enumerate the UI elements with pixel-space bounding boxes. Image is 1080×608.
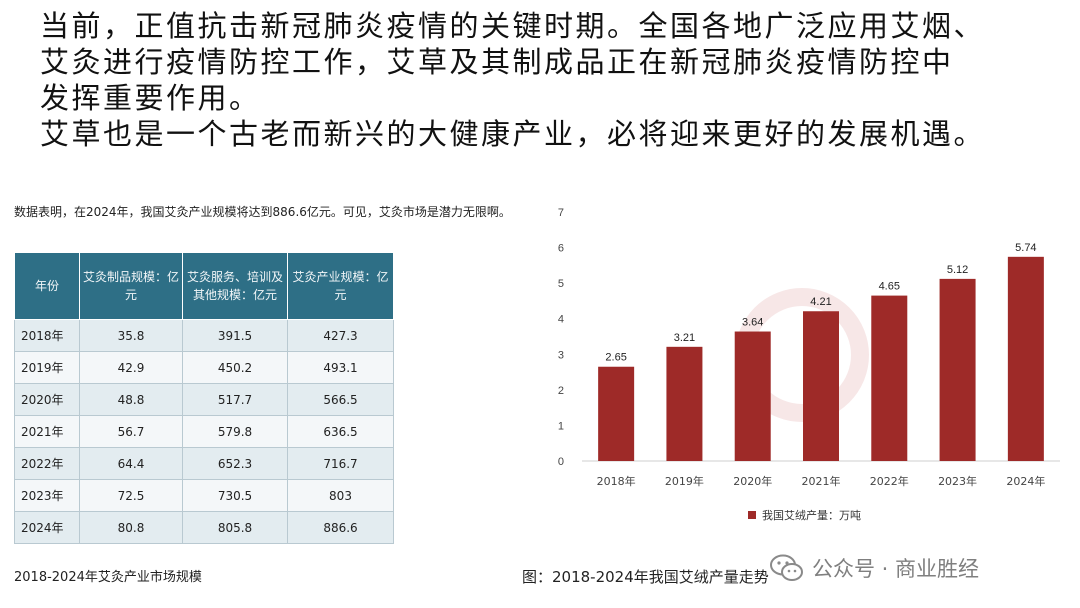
table-cell: 566.5 xyxy=(287,383,394,416)
x-tick-label: 2022年 xyxy=(870,474,909,488)
market-size-table-container: 年份 艾灸制品规模：亿元 艾灸服务、培训及其他规模：亿元 艾灸产业规模：亿元 2… xyxy=(14,252,394,544)
intro-line: 发挥重要作用。 xyxy=(40,81,261,115)
table-cell: 48.8 xyxy=(79,383,183,416)
market-size-table: 年份 艾灸制品规模：亿元 艾灸服务、培训及其他规模：亿元 艾灸产业规模：亿元 2… xyxy=(14,252,394,544)
table-cell: 80.8 xyxy=(79,511,183,544)
table-row: 2020年 48.8 517.7 566.5 xyxy=(14,383,394,416)
table-cell: 2023年 xyxy=(14,479,80,512)
table-cell: 391.5 xyxy=(182,319,288,352)
y-tick-label: 2 xyxy=(558,385,564,397)
table-header-row: 年份 艾灸制品规模：亿元 艾灸服务、培训及其他规模：亿元 艾灸产业规模：亿元 xyxy=(14,252,394,320)
table-cell: 35.8 xyxy=(79,319,183,352)
bar xyxy=(939,278,976,461)
y-tick-label: 5 xyxy=(558,278,564,290)
header-products: 艾灸制品规模：亿元 xyxy=(79,252,183,320)
bar-value-label: 3.64 xyxy=(742,317,763,329)
bar-value-label: 3.21 xyxy=(674,332,695,344)
y-tick-label: 0 xyxy=(558,456,564,468)
table-cell: 517.7 xyxy=(182,383,288,416)
bar xyxy=(734,331,771,461)
table-cell: 493.1 xyxy=(287,351,394,384)
table-row: 2022年 64.4 652.3 716.7 xyxy=(14,447,394,480)
intro-text: 当前，正值抗击新冠肺炎疫情的关键时期。全国各地广泛应用艾烟、 艾灸进行疫情防控工… xyxy=(40,8,1070,152)
data-note: 数据表明，在2024年，我国艾灸产业规模将达到886.6亿元。可见，艾灸市场是潜… xyxy=(14,205,511,219)
table-cell: 450.2 xyxy=(182,351,288,384)
bar-value-label: 4.65 xyxy=(879,281,900,293)
table-cell: 2024年 xyxy=(14,511,80,544)
x-tick-label: 2023年 xyxy=(938,474,977,488)
y-tick-label: 3 xyxy=(558,349,564,361)
bar xyxy=(666,346,703,461)
table-cell: 64.4 xyxy=(79,447,183,480)
intro-line: 艾草也是一个古老而新兴的大健康产业，必将迎来更好的发展机遇。 xyxy=(40,117,986,151)
intro-line: 当前，正值抗击新冠肺炎疫情的关键时期。全国各地广泛应用艾烟、 xyxy=(40,9,986,43)
table-cell: 72.5 xyxy=(79,479,183,512)
table-cell: 716.7 xyxy=(287,447,394,480)
bar-value-label: 4.21 xyxy=(810,296,831,308)
x-tick-label: 2019年 xyxy=(665,474,704,488)
table-cell: 2022年 xyxy=(14,447,80,480)
bar xyxy=(1007,256,1044,461)
intro-line: 艾灸进行疫情防控工作，艾草及其制成品正在新冠肺炎疫情防控中 xyxy=(40,45,954,79)
table-row: 2018年 35.8 391.5 427.3 xyxy=(14,319,394,352)
table-cell: 730.5 xyxy=(182,479,288,512)
y-tick-label: 6 xyxy=(558,243,564,255)
production-bar-chart: 0 1 2 3 4 5 6 7 2.65 2018年 3.21 2019年 3.64 2020年 4.21 2… xyxy=(558,207,1060,488)
table-row: 2023年 72.5 730.5 803 xyxy=(14,479,394,512)
x-tick-label: 2024年 xyxy=(1006,474,1045,488)
watermark: 公众号 · 商业胜经 xyxy=(770,553,979,583)
y-tick-label: 1 xyxy=(558,420,564,432)
table-row: 2021年 56.7 579.8 636.5 xyxy=(14,415,394,448)
table-cell: 636.5 xyxy=(287,415,394,448)
wechat-icon xyxy=(770,554,803,581)
table-cell: 2019年 xyxy=(14,351,80,384)
legend-swatch xyxy=(748,511,756,519)
table-cell: 652.3 xyxy=(182,447,288,480)
x-tick-label: 2018年 xyxy=(597,474,636,488)
table-cell: 803 xyxy=(287,479,394,512)
legend-label: 我国艾绒产量：万吨 xyxy=(762,509,861,522)
table-cell: 2021年 xyxy=(14,415,80,448)
y-tick-label: 4 xyxy=(558,314,564,326)
bar-value-label: 5.74 xyxy=(1015,242,1036,254)
table-row: 2019年 42.9 450.2 493.1 xyxy=(14,351,394,384)
table-cell: 805.8 xyxy=(182,511,288,544)
table-cell: 886.6 xyxy=(287,511,394,544)
y-tick-label: 7 xyxy=(558,207,564,219)
x-tick-label: 2021年 xyxy=(802,474,841,488)
bar xyxy=(871,295,908,461)
bar-value-label: 5.12 xyxy=(947,264,968,276)
bar-value-label: 2.65 xyxy=(605,352,626,364)
table-cell: 427.3 xyxy=(287,319,394,352)
x-tick-label: 2020年 xyxy=(733,474,772,488)
header-year: 年份 xyxy=(14,252,80,320)
bar xyxy=(598,366,635,461)
table-row: 2024年 80.8 805.8 886.6 xyxy=(14,511,394,544)
chart-caption: 图：2018-2024年我国艾绒产量走势 xyxy=(522,568,769,586)
chart-legend: 我国艾绒产量：万吨 xyxy=(748,507,861,523)
table-cell: 2020年 xyxy=(14,383,80,416)
table-cell: 579.8 xyxy=(182,415,288,448)
bar xyxy=(803,311,839,461)
table-cell: 42.9 xyxy=(79,351,183,384)
watermark-text: 公众号 · 商业胜经 xyxy=(812,557,980,581)
table-cell: 56.7 xyxy=(79,415,183,448)
header-services: 艾灸服务、培训及其他规模：亿元 xyxy=(182,252,288,320)
table-caption: 2018-2024年艾灸产业市场规模 xyxy=(14,570,202,585)
header-industry: 艾灸产业规模：亿元 xyxy=(287,252,394,320)
table-cell: 2018年 xyxy=(14,319,80,352)
